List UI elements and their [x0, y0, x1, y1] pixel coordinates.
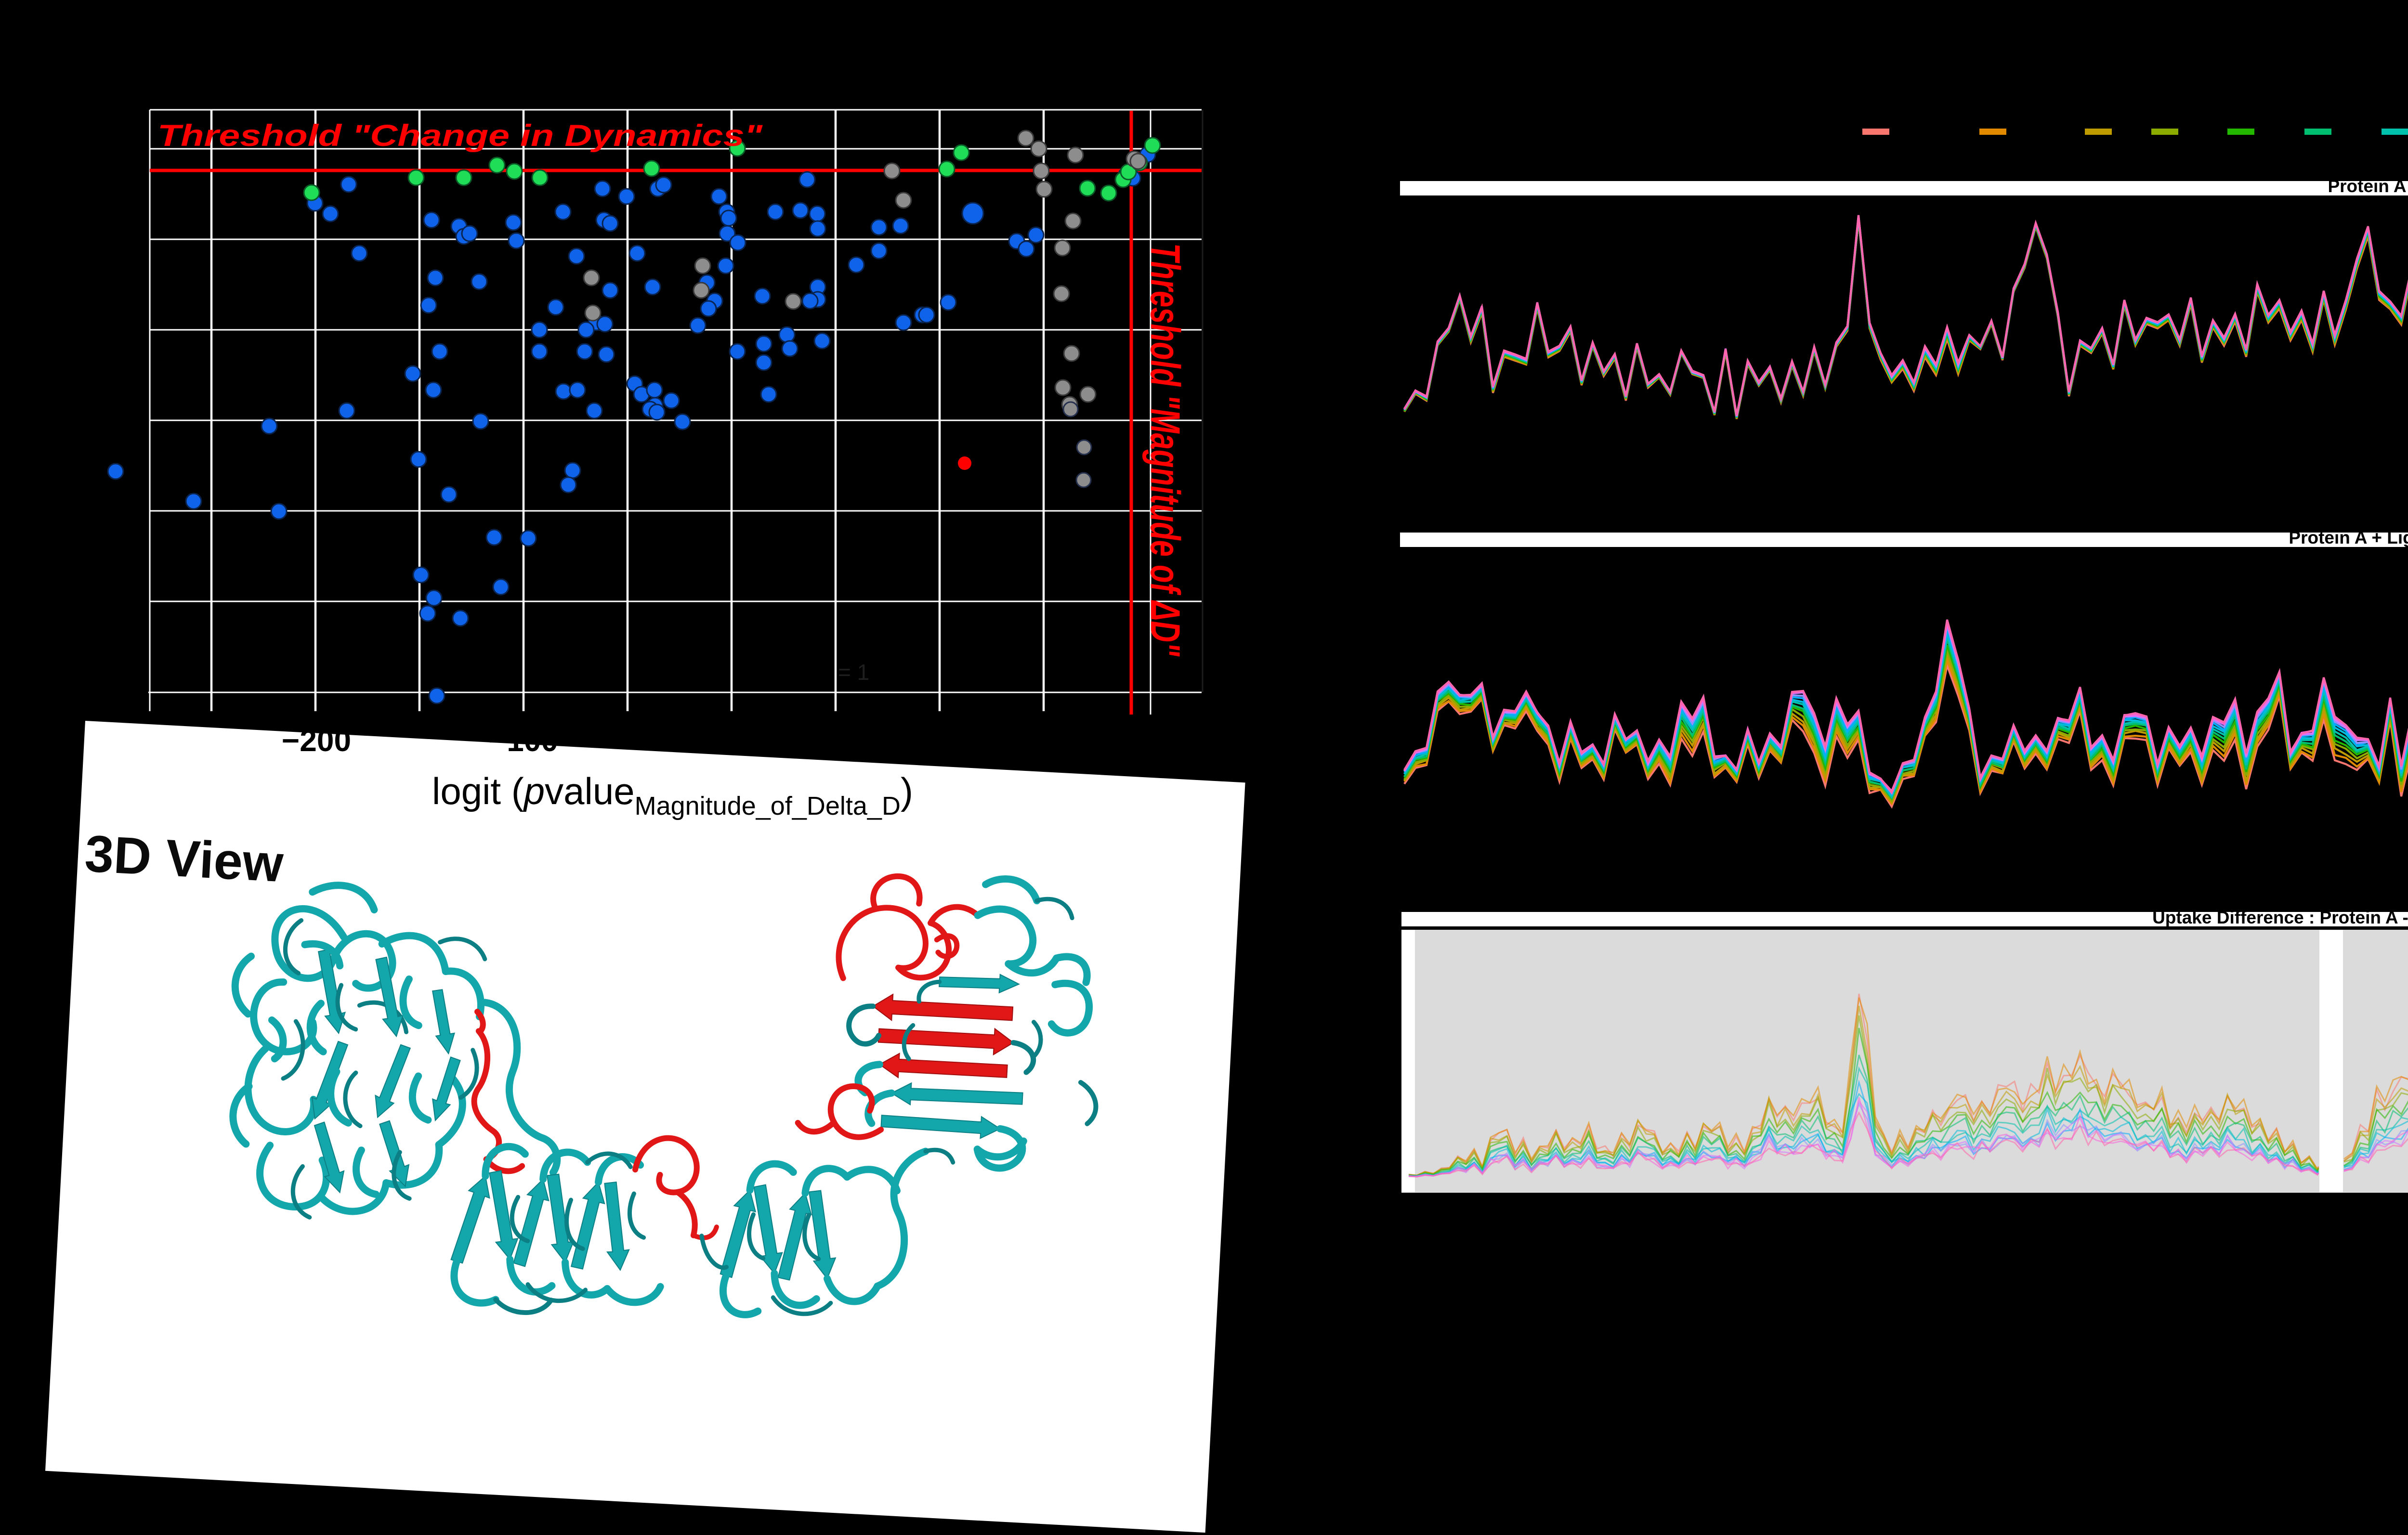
svg-text:= 1: = 1: [838, 660, 869, 685]
svg-text:Uptake Difference : Protein A: Uptake Difference : Protein A - (Protein…: [2152, 908, 2408, 927]
svg-text:0: 0: [723, 723, 740, 758]
svg-text:logit (pvalueMagnitude_of_Delt: logit (pvalueMagnitude_of_Delta_D): [432, 770, 913, 820]
svg-text:Threshold "Change in Dynamics": Threshold "Change in Dynamics": [157, 119, 763, 153]
svg-text:−100: −100: [489, 723, 558, 758]
svg-text:100: 100: [914, 723, 966, 758]
svg-text:−200: −200: [282, 723, 351, 758]
svg-text:Protein A: Protein A: [2328, 176, 2406, 196]
svg-text:Threshold "Magnitude of ΔD": Threshold "Magnitude of ΔD": [1142, 243, 1188, 657]
svg-text:Protein A + Ligand: Protein A + Ligand: [2289, 528, 2408, 547]
svg-text:200: 200: [1122, 723, 1174, 758]
